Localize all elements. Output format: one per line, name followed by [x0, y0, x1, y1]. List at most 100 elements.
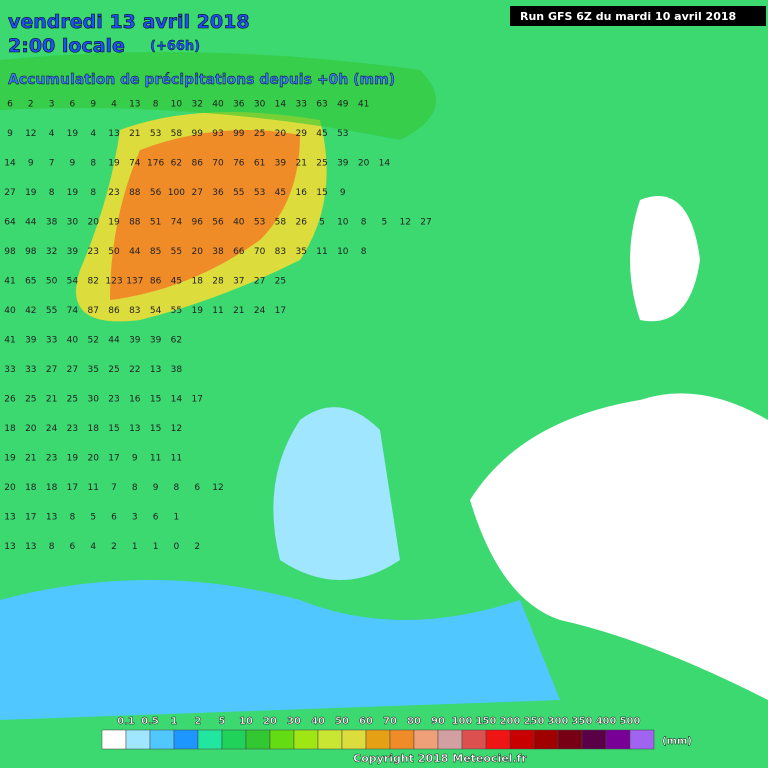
grid-value: 0 — [174, 542, 180, 552]
legend-swatch — [389, 729, 415, 750]
legend-swatch — [173, 729, 199, 750]
grid-value: 8 — [132, 483, 138, 493]
grid-value: 53 — [150, 129, 161, 139]
grid-value: 51 — [150, 218, 161, 228]
grid-value: 24 — [46, 424, 58, 434]
grid-value: 11 — [150, 454, 161, 464]
grid-value: 7 — [49, 159, 55, 169]
legend-label: 150 — [476, 716, 497, 727]
legend-label: 1 — [171, 716, 178, 727]
grid-value: 9 — [70, 159, 76, 169]
grid-value: 38 — [171, 365, 183, 375]
grid-value: 65 — [25, 277, 36, 287]
grid-value: 40 — [233, 218, 245, 228]
grid-value: 6 — [111, 513, 117, 523]
grid-value: 44 — [25, 218, 37, 228]
legend-label: 250 — [524, 716, 545, 727]
grid-value: 4 — [90, 129, 96, 139]
grid-value: 19 — [67, 129, 79, 139]
grid-value: 27 — [191, 188, 202, 198]
date: vendredi 13 avril 2018 — [8, 11, 250, 33]
grid-value: 20 — [358, 159, 370, 169]
grid-value: 42 — [25, 306, 36, 316]
grid-value: 32 — [46, 247, 57, 257]
grid-value: 10 — [171, 100, 183, 110]
grid-value: 53 — [337, 129, 348, 139]
legend-label: 5 — [219, 716, 226, 727]
grid-value: 13 — [108, 129, 119, 139]
legend-label: 100 — [452, 716, 473, 727]
grid-value: 26 — [295, 218, 307, 228]
legend-swatch — [605, 729, 631, 750]
grid-value: 1 — [153, 542, 159, 552]
grid-value: 52 — [87, 336, 98, 346]
grid-values: 6 2 3 6 9 4 13 8 10 32 40 36 30 14 33 63 49 419 12 4 19 4 13 21… — [4, 100, 431, 553]
grid-value: 56 — [212, 218, 224, 228]
grid-value: 58 — [171, 129, 183, 139]
grid-value: 13 — [4, 542, 15, 552]
grid-value: 45 — [275, 188, 286, 198]
grid-value: 20 — [191, 247, 203, 257]
grid-value: 3 — [49, 100, 55, 110]
grid-value: 2 — [194, 542, 200, 552]
grid-value: 123 — [105, 277, 122, 287]
legend: 0.1 0.5 1 2 5 10 20 30 40 50 60 70 80 90 100 150 200 250 3… — [101, 716, 692, 750]
run-info: Run GFS 6Z du mardi 10 avril 2018 — [520, 10, 736, 23]
grid-value: 17 — [275, 306, 286, 316]
grid-value: 8 — [49, 188, 55, 198]
grid-value: 5 — [382, 218, 388, 228]
grid-value: 17 — [67, 483, 78, 493]
grid-value: 39 — [25, 336, 37, 346]
grid-value: 74 — [171, 218, 183, 228]
grid-value: 36 — [233, 100, 245, 110]
grid-value: 83 — [275, 247, 286, 257]
grid-value: 13 — [150, 365, 161, 375]
grid-value: 13 — [25, 542, 36, 552]
grid-value: 9 — [28, 159, 34, 169]
legend-swatch — [245, 729, 271, 750]
grid-value: 99 — [191, 129, 203, 139]
grid-value: 6 — [70, 542, 76, 552]
grid-value: 21 — [233, 306, 244, 316]
grid-value: 85 — [150, 247, 161, 257]
grid-value: 12 — [171, 424, 182, 434]
legend-swatch — [461, 729, 487, 750]
legend-label: 80 — [407, 716, 421, 727]
grid-value: 55 — [171, 306, 182, 316]
grid-value: 38 — [46, 218, 58, 228]
grid-value: 14 — [171, 395, 183, 405]
grid-value: 20 — [25, 424, 37, 434]
grid-value: 45 — [316, 129, 327, 139]
grid-value: 16 — [129, 395, 141, 405]
grid-value: 35 — [295, 247, 306, 257]
grid-value: 50 — [108, 247, 120, 257]
grid-value: 61 — [254, 159, 265, 169]
grid-value: 19 — [108, 218, 120, 228]
legend-label: 350 — [572, 716, 593, 727]
grid-value: 82 — [87, 277, 98, 287]
legend-swatch — [221, 729, 247, 750]
legend-label: 400 — [596, 716, 617, 727]
grid-value: 23 — [108, 188, 119, 198]
grid-value: 18 — [46, 483, 58, 493]
grid-value: 86 — [108, 306, 120, 316]
grid-value: 9 — [90, 100, 96, 110]
grid-value: 6 — [194, 483, 200, 493]
grid-value: 23 — [108, 395, 119, 405]
legend-swatch — [269, 729, 295, 750]
grid-value: 99 — [233, 129, 245, 139]
grid-value: 18 — [25, 483, 37, 493]
grid-value: 98 — [4, 247, 16, 257]
grid-value: 12 — [212, 483, 223, 493]
legend-label: 0.5 — [141, 716, 159, 727]
grid-value: 41 — [358, 100, 369, 110]
legend-swatch — [509, 729, 535, 750]
grid-value: 6 — [153, 513, 159, 523]
grid-value: 24 — [254, 306, 266, 316]
grid-value: 62 — [171, 336, 182, 346]
legend-swatch — [293, 729, 319, 750]
grid-value: 8 — [90, 159, 96, 169]
grid-value: 96 — [191, 218, 203, 228]
grid-value: 40 — [67, 336, 79, 346]
grid-value: 53 — [254, 188, 265, 198]
